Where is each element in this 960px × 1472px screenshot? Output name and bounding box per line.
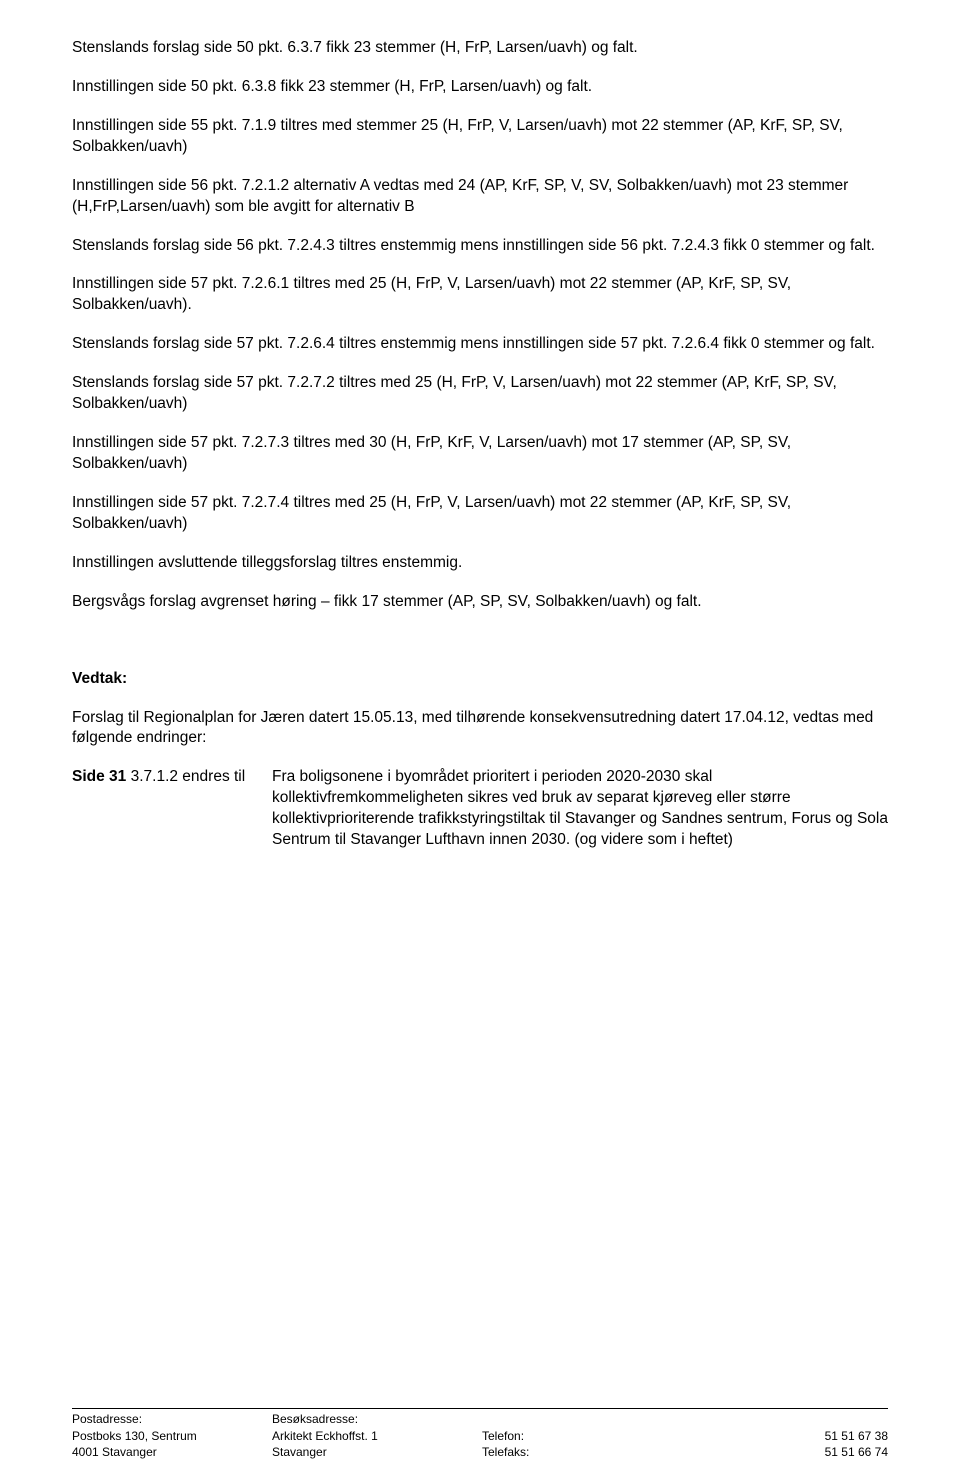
side31-label-bold: Side 31 [72, 768, 131, 785]
footer-postadresse-line1: Postboks 130, Sentrum [72, 1428, 272, 1444]
footer-fax-label: Telefaks: [482, 1444, 742, 1460]
vedtak-heading: Vedtak: [72, 669, 888, 690]
paragraph: Stenslands forslag side 50 pkt. 6.3.7 fi… [72, 38, 888, 59]
paragraph: Stenslands forslag side 56 pkt. 7.2.4.3 … [72, 236, 888, 257]
paragraph: Innstillingen side 57 pkt. 7.2.6.1 tiltr… [72, 274, 888, 316]
footer-tel-label: Telefon: [482, 1428, 742, 1444]
side31-label: Side 31 3.7.1.2 endres til [72, 767, 272, 788]
footer-tel-value: 51 51 67 38 [742, 1428, 888, 1444]
side31-block: Side 31 3.7.1.2 endres til Fra boligsone… [72, 767, 888, 851]
paragraph: Innstillingen avsluttende tilleggsforsla… [72, 553, 888, 574]
footer-fax-value: 51 51 66 74 [742, 1444, 888, 1460]
vedtak-intro: Forslag til Regionalplan for Jæren dater… [72, 708, 888, 750]
page-footer: Postadresse: Besøksadresse: Postboks 130… [72, 1408, 888, 1460]
paragraph: Innstillingen side 57 pkt. 7.2.7.3 tiltr… [72, 433, 888, 475]
paragraph: Innstillingen side 50 pkt. 6.3.8 fikk 23… [72, 77, 888, 98]
document-page: Stenslands forslag side 50 pkt. 6.3.7 fi… [0, 0, 960, 1472]
footer-besok-heading: Besøksadresse: [272, 1411, 482, 1427]
footer-besok-line1: Arkitekt Eckhoffst. 1 [272, 1428, 482, 1444]
paragraph: Stenslands forslag side 57 pkt. 7.2.6.4 … [72, 334, 888, 355]
paragraph: Innstillingen side 56 pkt. 7.2.1.2 alter… [72, 176, 888, 218]
paragraph: Bergsvågs forslag avgrenset høring – fik… [72, 592, 888, 613]
footer-postadresse-heading: Postadresse: [72, 1411, 272, 1427]
footer-besok-line2: Stavanger [272, 1444, 482, 1460]
paragraph: Stenslands forslag side 57 pkt. 7.2.7.2 … [72, 373, 888, 415]
side31-label-rest: 3.7.1.2 endres til [131, 768, 246, 785]
paragraph: Innstillingen side 55 pkt. 7.1.9 tiltres… [72, 116, 888, 158]
footer-postadresse-line2: 4001 Stavanger [72, 1444, 272, 1460]
side31-content: Fra boligsonene i byområdet prioritert i… [272, 767, 888, 851]
paragraph: Innstillingen side 57 pkt. 7.2.7.4 tiltr… [72, 493, 888, 535]
